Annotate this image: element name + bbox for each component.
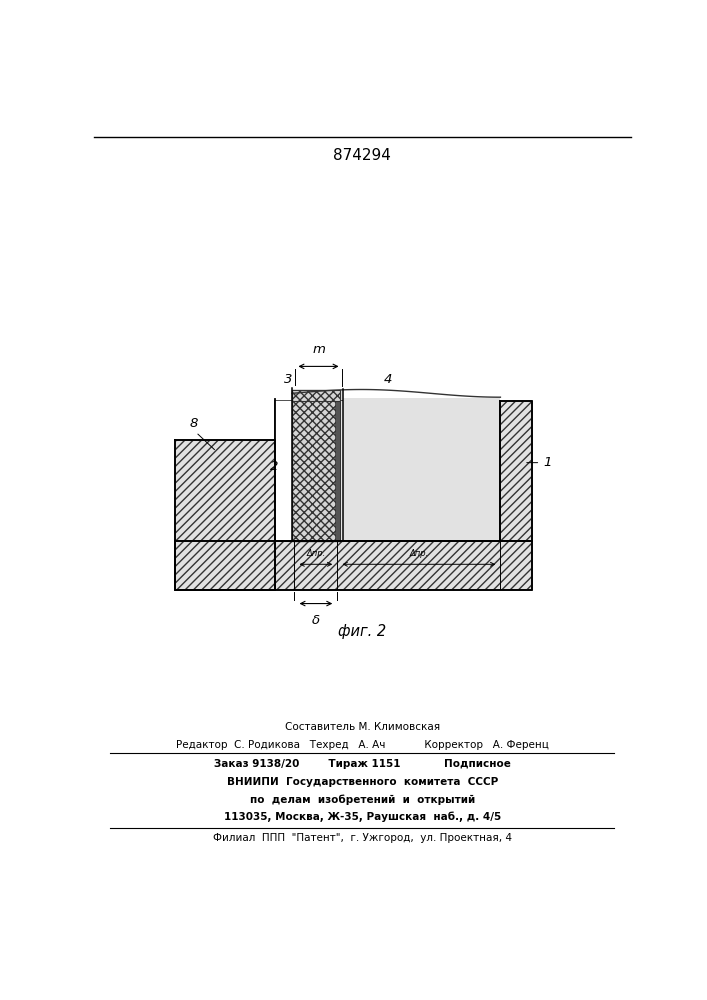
Bar (343, 398, 501, 401)
Text: 3: 3 (284, 373, 293, 386)
Text: Заказ 9138/20        Тираж 1151            Подписное: Заказ 9138/20 Тираж 1151 Подписное (214, 759, 510, 769)
Text: m: m (312, 343, 325, 356)
Text: 8: 8 (189, 417, 198, 430)
Bar (292, 390, 341, 401)
Bar (343, 401, 501, 541)
Text: 1: 1 (543, 456, 551, 469)
Text: ВНИИПИ  Государственного  комитета  СССР: ВНИИПИ Государственного комитета СССР (227, 777, 498, 787)
Text: δ: δ (312, 614, 320, 627)
Text: 874294: 874294 (334, 148, 391, 163)
Bar (275, 401, 501, 541)
Text: Δпр.: Δпр. (409, 549, 428, 558)
Text: Составитель М. Климовская: Составитель М. Климовская (285, 722, 440, 732)
Bar (335, 389, 340, 541)
Text: 4: 4 (385, 373, 392, 386)
Bar (292, 389, 341, 541)
Text: Филиал  ППП  "Патент",  г. Ужгород,  ул. Проектная, 4: Филиал ППП "Патент", г. Ужгород, ул. Про… (213, 833, 512, 843)
Bar (275, 401, 532, 541)
Text: 2: 2 (270, 460, 279, 473)
Text: Редактор  С. Родикова   Техред   А. Ач            Корректор   А. Ференц: Редактор С. Родикова Техред А. Ач Коррек… (176, 740, 549, 750)
Bar (175, 541, 532, 590)
Text: фиг. 2: фиг. 2 (338, 624, 387, 639)
Text: по  делам  изобретений  и  открытий: по делам изобретений и открытий (250, 795, 475, 805)
Text: 113035, Москва, Ж-35, Раушская  наб., д. 4/5: 113035, Москва, Ж-35, Раушская наб., д. … (223, 812, 501, 822)
Text: Δпр.: Δпр. (306, 549, 325, 558)
Bar (175, 440, 275, 590)
